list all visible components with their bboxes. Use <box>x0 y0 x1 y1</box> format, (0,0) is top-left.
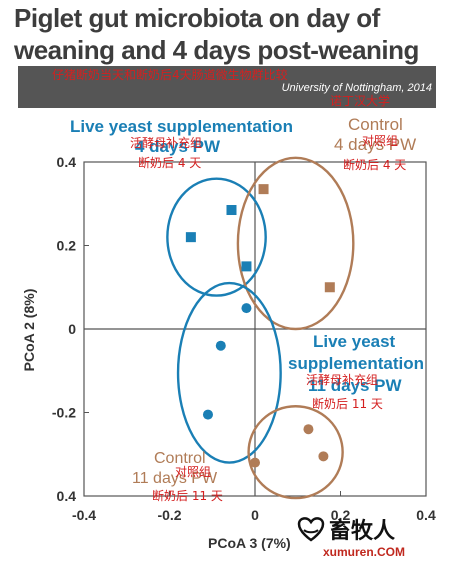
watermark-brand: 畜牧人 <box>329 518 395 544</box>
label-live-yeast-11d-days: 11 days PW <box>308 376 402 395</box>
ellipse-c4 <box>236 156 355 331</box>
label-control-4d-days: 4 days PW <box>334 135 417 154</box>
ellipse-c11 <box>247 405 344 500</box>
credit-banner <box>18 66 436 108</box>
cn-live-yeast-4d: 活酵母补充组 <box>130 136 203 150</box>
title-translation: 仔猪断奶当天和断奶后4天肠道微生物群比较 <box>52 68 288 82</box>
x-tick-label: -0.4 <box>72 507 96 523</box>
y-tick-label: 0.4 <box>57 154 77 170</box>
x-tick-label: 0 <box>251 507 259 523</box>
cn-control-4d: 对照组 <box>362 134 399 148</box>
credit-text: University of Nottingham, 2014 <box>281 82 432 94</box>
label-live-yeast-11d-supp: supplementation <box>288 354 425 373</box>
xumuren-watermark: 畜牧人 xumuren.COM <box>297 517 405 559</box>
heart-logo-icon <box>297 517 325 542</box>
label-live-yeast-4d-days: 4 days PW <box>135 137 221 156</box>
x-axis-title: PCoA 3 (7%) <box>208 535 291 551</box>
cn-control-11d-days: 断奶后 11 天 <box>152 489 223 503</box>
point-c11 <box>318 451 329 462</box>
chart-title: Piglet gut microbiota on day of weaning … <box>14 3 419 65</box>
cn-live-yeast-11d: 活酵母补充组 <box>306 373 379 387</box>
credit-translation: 诺丁汉大学 <box>330 94 391 108</box>
point-ly4 <box>185 232 196 243</box>
point-ly4 <box>241 261 252 272</box>
y-tick-label: 0.2 <box>57 238 77 254</box>
label-control-11d-days: 11 days PW <box>132 470 218 487</box>
label-live-yeast-4d: Live yeast supplementation <box>70 117 293 136</box>
point-ly4 <box>226 205 237 216</box>
y-tick-label: 0.4 <box>57 488 77 504</box>
x-tick-label: -0.2 <box>157 507 181 523</box>
cn-control-11d: 对照组 <box>175 465 212 479</box>
label-live-yeast-11d: Live yeast <box>313 332 396 351</box>
ellipse-ly4 <box>166 177 267 297</box>
point-c4 <box>324 282 335 293</box>
point-c11 <box>250 457 260 468</box>
point-ly11 <box>215 340 226 351</box>
point-ly11 <box>202 409 213 420</box>
x-tick-label: 0.4 <box>416 507 436 523</box>
label-control-11d: Control <box>154 450 206 467</box>
y-tick-label: -0.2 <box>52 405 76 421</box>
cn-control-4d-days: 断奶后 4 天 <box>343 158 407 172</box>
point-ly11 <box>241 303 252 314</box>
label-control-4d: Control <box>348 115 403 134</box>
cn-live-yeast-11d-days: 断奶后 11 天 <box>312 397 383 411</box>
y-tick-label: 0 <box>68 321 76 337</box>
y-axis-title: PCoA 2 (8%) <box>21 289 37 372</box>
watermark-domain: xumuren.COM <box>323 545 405 559</box>
point-c4 <box>258 184 269 195</box>
smile-icon <box>303 529 319 534</box>
point-c11 <box>303 424 314 435</box>
cn-live-yeast-4d-days: 断奶后 4 天 <box>138 156 202 170</box>
ellipse-ly11 <box>176 281 282 464</box>
x-tick-label: 0.2 <box>331 507 351 523</box>
